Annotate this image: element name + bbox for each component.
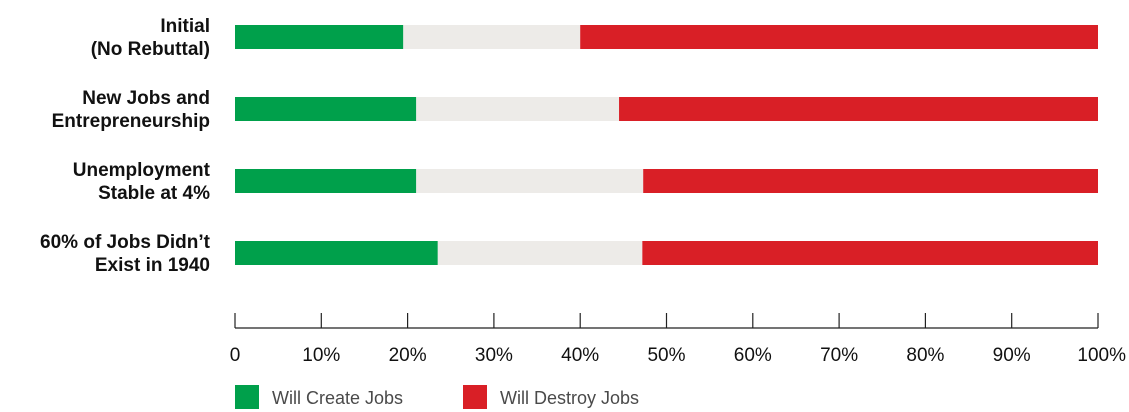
x-tick-label: 80% xyxy=(906,345,944,366)
bar-segment-neutral xyxy=(416,169,644,193)
category-label: Stable at 4% xyxy=(98,183,210,204)
x-tick-label: 10% xyxy=(302,345,340,366)
x-tick-label: 50% xyxy=(647,345,685,366)
bar-segment-destroy xyxy=(619,97,1098,121)
bar-segment-neutral xyxy=(403,25,581,49)
category-label: 60% of Jobs Didn’t xyxy=(40,232,211,253)
x-tick-label: 70% xyxy=(820,345,858,366)
category-labels: Initial(No Rebuttal) New Jobs andEntrepre… xyxy=(40,16,211,276)
bar-segment-create xyxy=(235,241,438,265)
category-label: Entrepreneurship xyxy=(52,111,210,132)
legend-label: Will Create Jobs xyxy=(272,388,403,408)
x-axis: 0 10% 20% 30% 40% 50% 60% 70% 80% 90% 100% xyxy=(230,313,1126,366)
x-tick-label: 20% xyxy=(389,345,427,366)
legend: Will Create Jobs Will Destroy Jobs xyxy=(235,385,639,409)
category-label: Unemployment xyxy=(73,160,211,181)
bars xyxy=(235,25,1098,265)
x-tick-label: 100% xyxy=(1077,345,1126,366)
category-label: (No Rebuttal) xyxy=(91,39,210,60)
bar-segment-neutral xyxy=(437,241,643,265)
category-label: New Jobs and xyxy=(82,88,210,109)
bar-segment-create xyxy=(235,97,417,121)
x-tick-label: 90% xyxy=(993,345,1031,366)
bar-segment-destroy xyxy=(643,169,1098,193)
legend-label: Will Destroy Jobs xyxy=(500,388,639,408)
category-label: Initial xyxy=(160,16,210,37)
x-tick-label: 0 xyxy=(230,345,241,366)
bar-segment-create xyxy=(235,25,404,49)
legend-swatch xyxy=(463,385,487,409)
category-label: Exist in 1940 xyxy=(95,255,210,276)
bar-segment-destroy xyxy=(580,25,1098,49)
x-tick-label: 30% xyxy=(475,345,513,366)
bar-segment-destroy xyxy=(642,241,1098,265)
x-tick-label: 60% xyxy=(734,345,772,366)
bar-segment-neutral xyxy=(416,97,620,121)
bar-segment-create xyxy=(235,169,417,193)
legend-swatch xyxy=(235,385,259,409)
x-tick-label: 40% xyxy=(561,345,599,366)
